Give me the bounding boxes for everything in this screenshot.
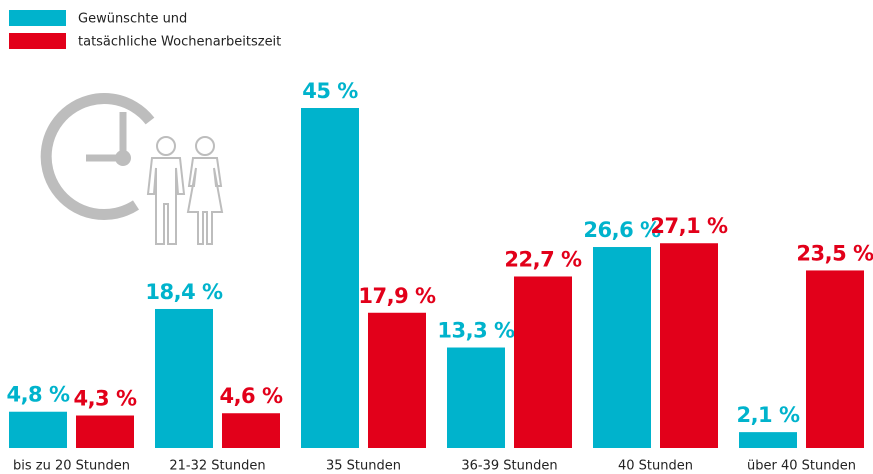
bar [368, 313, 426, 448]
bar [9, 412, 67, 448]
legend-label: Gewünschte und [78, 12, 187, 27]
clock-people-icon [46, 99, 222, 244]
value-label: 13,3 % [437, 319, 515, 343]
chart: Gewünschte und tatsächliche Wochenarbeits… [0, 0, 873, 474]
x-tick-label: 40 Stunden [618, 459, 693, 474]
x-tick-label: 36-39 Stunden [461, 459, 557, 474]
bar [806, 270, 864, 448]
bar [593, 247, 651, 448]
value-label: 22,7 % [504, 247, 582, 271]
value-label: 4,3 % [73, 387, 137, 411]
x-tick-label: 21-32 Stunden [169, 459, 265, 474]
value-label: 4,6 % [219, 384, 283, 408]
legend-label: tatsächliche Wochenarbeitszeit [78, 35, 281, 50]
value-label: 18,4 % [145, 280, 223, 304]
x-tick-label: 35 Stunden [326, 459, 401, 474]
value-label: 2,1 % [736, 403, 800, 427]
legend-swatch [9, 33, 66, 49]
x-tick-label: bis zu 20 Stunden [13, 459, 130, 474]
legend-swatch [9, 10, 66, 26]
bar [660, 243, 718, 448]
value-label: 23,5 % [796, 241, 873, 265]
bar [155, 309, 213, 448]
bar [739, 432, 797, 448]
value-label: 17,9 % [358, 284, 436, 308]
x-tick-label: über 40 Stunden [747, 459, 856, 474]
value-label: 27,1 % [650, 214, 728, 238]
bar [76, 416, 134, 448]
bar [222, 413, 280, 448]
bar [301, 108, 359, 448]
value-label: 45 % [302, 79, 358, 103]
bar [447, 348, 505, 448]
value-label: 26,6 % [583, 218, 661, 242]
bar [514, 276, 572, 448]
value-label: 4,8 % [6, 383, 70, 407]
